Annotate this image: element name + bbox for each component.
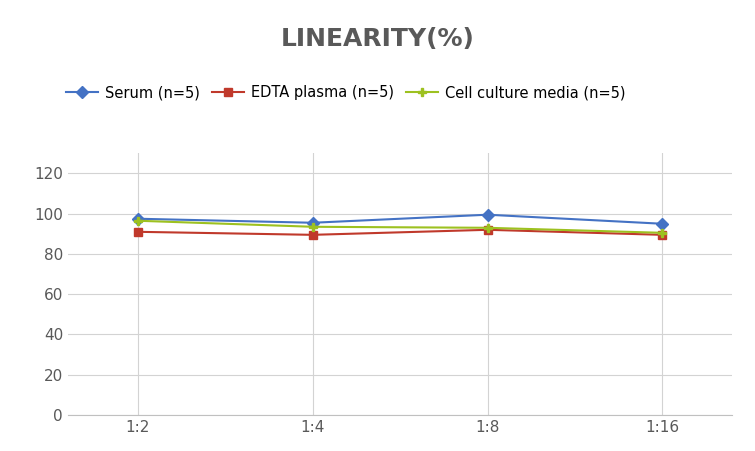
Cell culture media (n=5) — [134, 218, 143, 223]
Cell culture media (n=5) — [308, 224, 317, 230]
Serum (n=5) — [658, 221, 667, 226]
EDTA plasma (n=5) — [308, 232, 317, 238]
EDTA plasma (n=5) — [483, 227, 492, 233]
Serum (n=5) — [134, 216, 143, 221]
Text: LINEARITY(%): LINEARITY(%) — [281, 27, 474, 51]
Cell culture media (n=5) — [483, 225, 492, 230]
EDTA plasma (n=5) — [658, 232, 667, 238]
Legend: Serum (n=5), EDTA plasma (n=5), Cell culture media (n=5): Serum (n=5), EDTA plasma (n=5), Cell cul… — [60, 79, 632, 106]
Line: Serum (n=5): Serum (n=5) — [134, 211, 667, 228]
Cell culture media (n=5) — [658, 230, 667, 235]
Serum (n=5) — [483, 212, 492, 217]
EDTA plasma (n=5) — [134, 229, 143, 235]
Line: EDTA plasma (n=5): EDTA plasma (n=5) — [134, 226, 667, 239]
Line: Cell culture media (n=5): Cell culture media (n=5) — [134, 216, 667, 237]
Serum (n=5) — [308, 220, 317, 226]
